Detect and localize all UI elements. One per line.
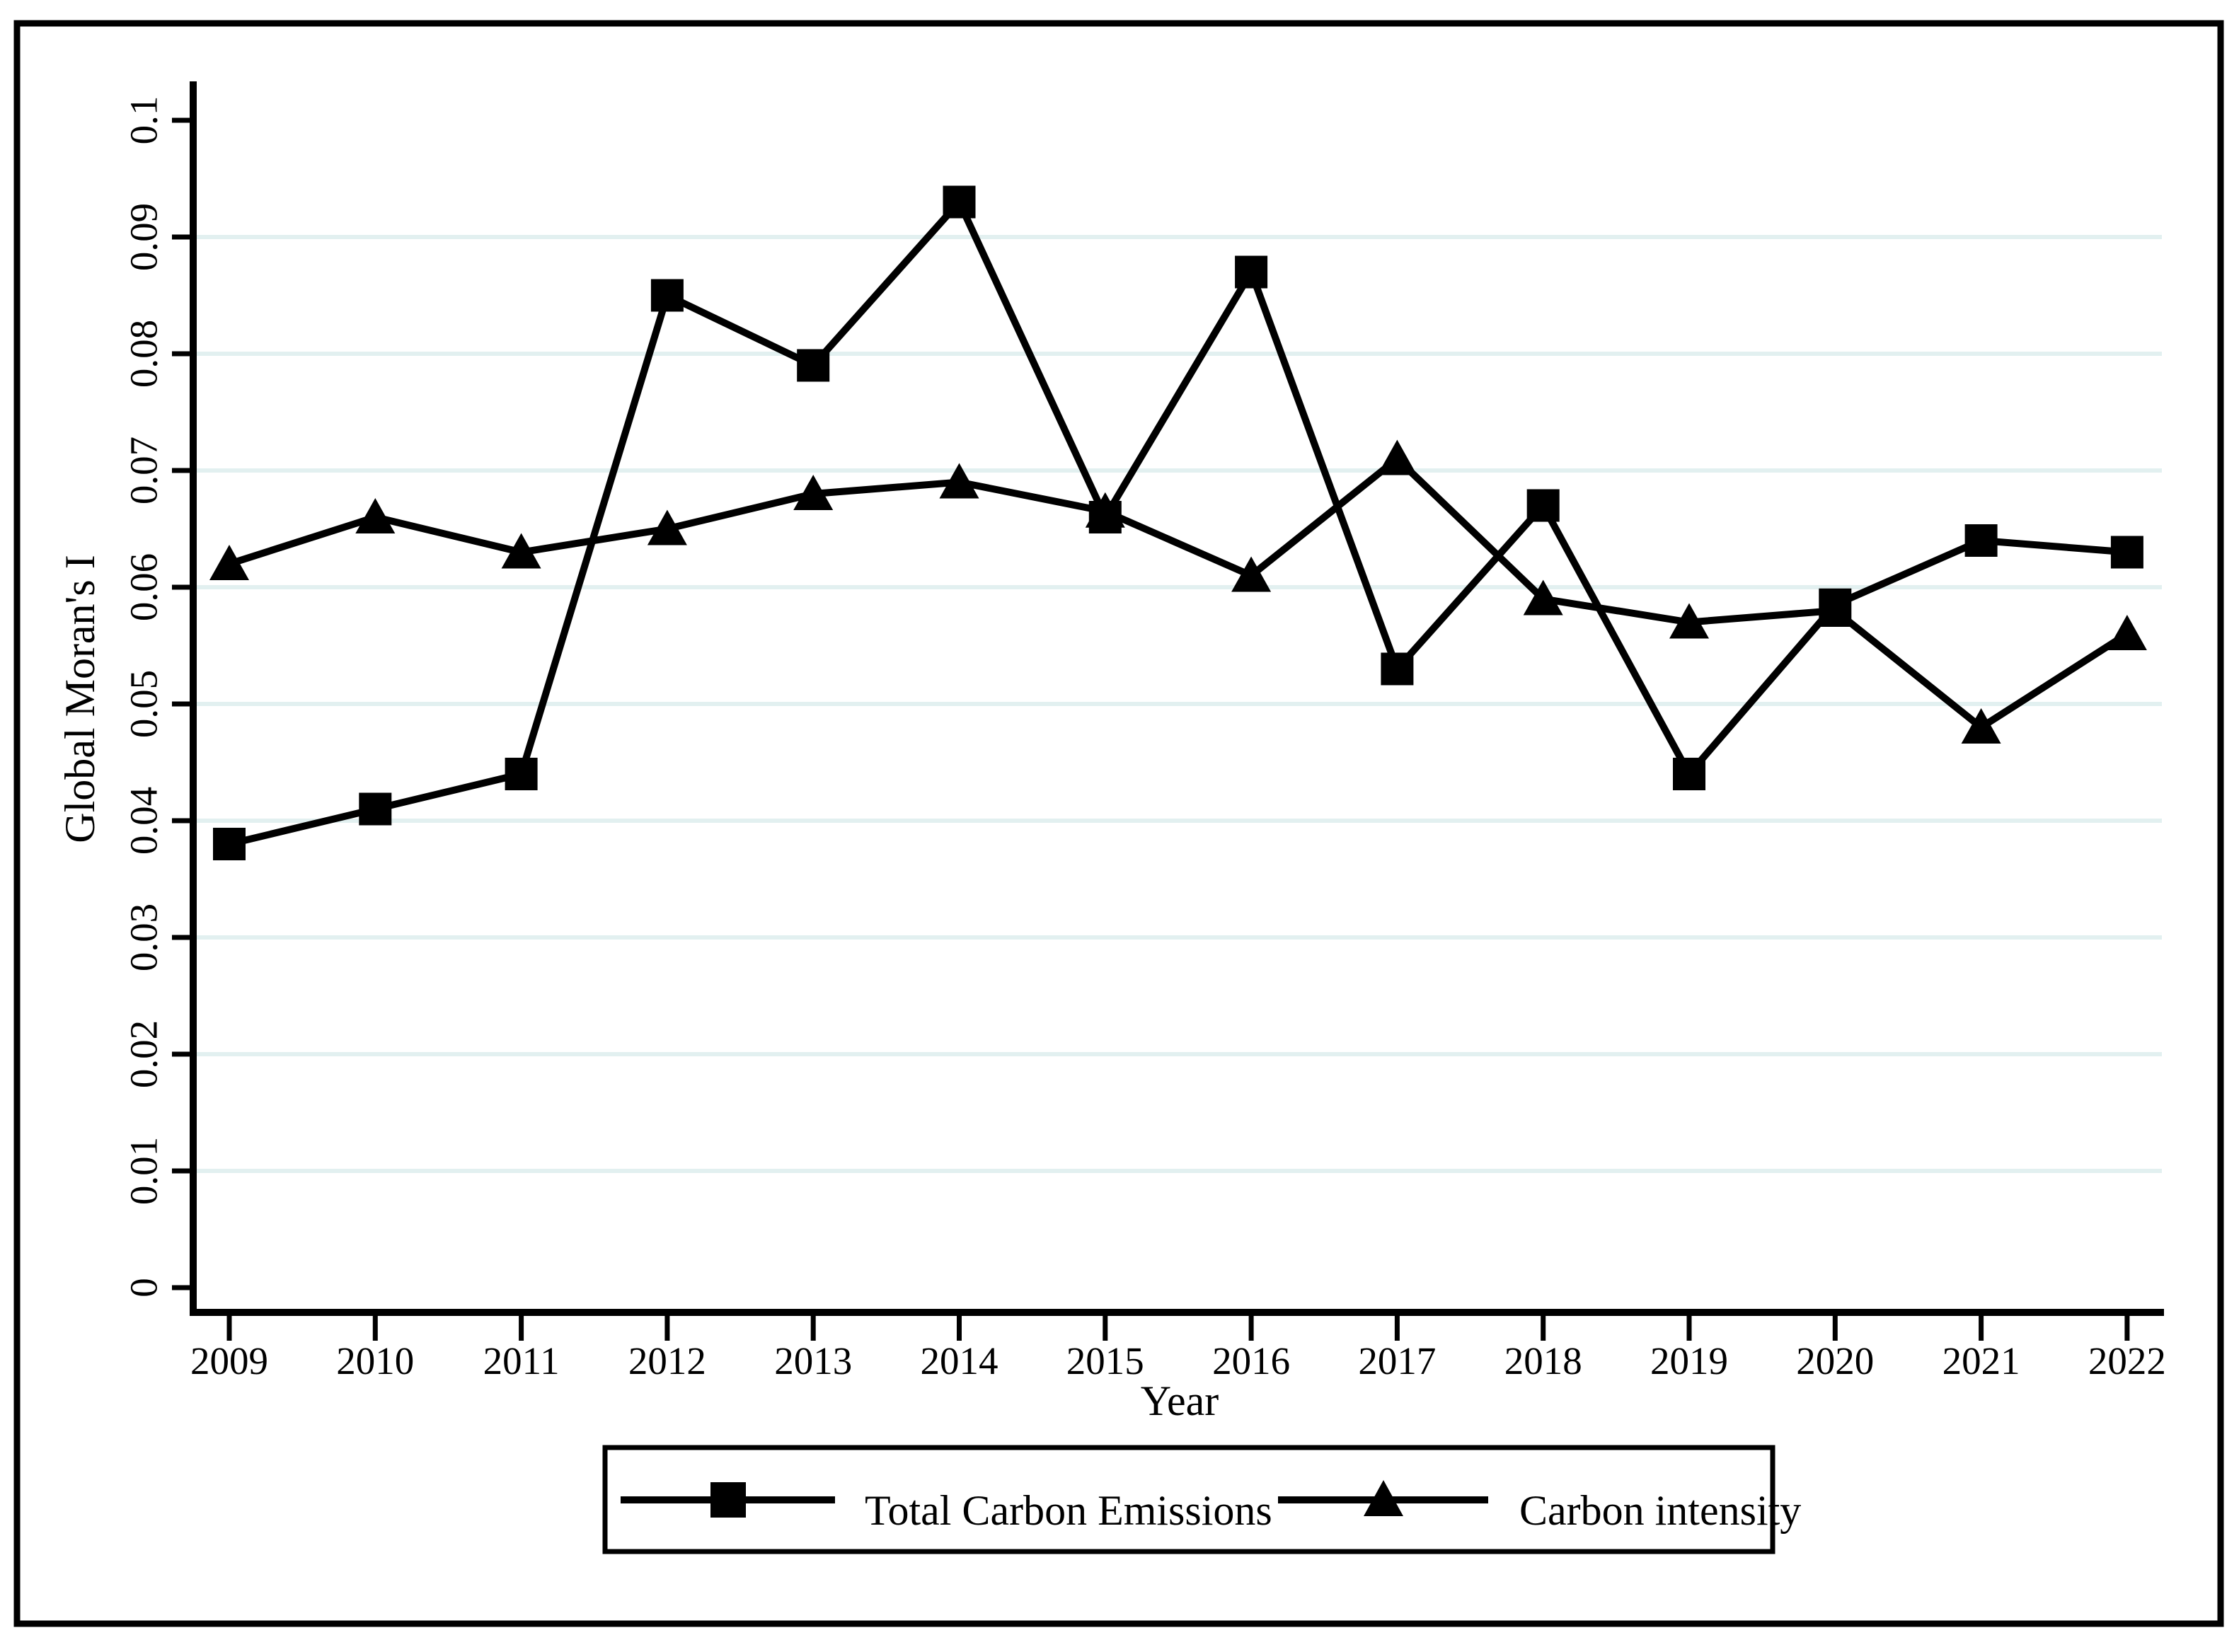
marker-triangle-2022 bbox=[2107, 615, 2147, 650]
marker-square-2011 bbox=[505, 758, 538, 790]
x-tick-label: 2010 bbox=[336, 1339, 414, 1382]
y-axis-title: Global Moran's I bbox=[57, 555, 103, 843]
x-tick-label: 2022 bbox=[2088, 1339, 2166, 1382]
x-tick-label: 2016 bbox=[1212, 1339, 1290, 1382]
legend-item-total-carbon-emissions: Total Carbon Emissions bbox=[621, 1482, 1272, 1534]
x-axis-ticks: 2009 2010 2011 2012 2013 2014 2015 2016 2017 2018… bbox=[190, 1312, 2166, 1382]
series-carbon-intensity bbox=[209, 439, 2147, 744]
y-tick-label: 0.07 bbox=[122, 437, 166, 504]
marker-triangle-2018 bbox=[1523, 579, 1563, 616]
x-axis-title: Year bbox=[1141, 1377, 1219, 1424]
x-tick-label: 2014 bbox=[921, 1339, 998, 1382]
marker-square-2010 bbox=[359, 792, 392, 826]
marker-square-2018 bbox=[1526, 489, 1560, 522]
x-tick-label: 2019 bbox=[1650, 1339, 1728, 1382]
y-tick-label: 0.05 bbox=[122, 670, 166, 738]
y-axis-ticks: 0 0.01 0.02 0.03 0.04 0.05 0.06 0.07 0.08 0.09 0.1 bbox=[122, 96, 193, 1298]
y-tick-label: 0.02 bbox=[122, 1020, 166, 1088]
marker-triangle-2013 bbox=[793, 475, 834, 510]
y-tick-label: 0.08 bbox=[122, 320, 166, 388]
marker-square-2016 bbox=[1235, 255, 1268, 289]
marker-square-2019 bbox=[1673, 758, 1705, 790]
x-tick-label: 2013 bbox=[774, 1339, 852, 1382]
gridlines bbox=[193, 235, 2162, 1173]
x-tick-label: 2018 bbox=[1504, 1339, 1582, 1382]
marker-square-2012 bbox=[650, 279, 684, 312]
x-tick-label: 2012 bbox=[628, 1339, 706, 1382]
axes bbox=[190, 81, 2164, 1316]
y-tick-label: 0.01 bbox=[122, 1137, 166, 1205]
marker-triangle-2009 bbox=[209, 545, 249, 580]
square-marker-icon bbox=[710, 1482, 746, 1518]
y-tick-label: 0.1 bbox=[122, 96, 166, 145]
marker-square-2021 bbox=[1964, 524, 1998, 557]
series-line-carbon-intensity bbox=[228, 454, 2129, 732]
legend: Total Carbon Emissions Carbon intensity bbox=[602, 1445, 1801, 1554]
triangle-marker-icon bbox=[1364, 1480, 1403, 1516]
marker-square-2017 bbox=[1381, 652, 1414, 686]
marker-square-2009 bbox=[213, 828, 246, 860]
series-line-total-carbon-emissions bbox=[228, 195, 2128, 848]
marker-triangle-2017 bbox=[1377, 439, 1417, 475]
data-series bbox=[209, 185, 2147, 860]
x-tick-label: 2015 bbox=[1066, 1339, 1144, 1382]
x-tick-label: 2017 bbox=[1358, 1339, 1436, 1382]
x-tick-label: 2021 bbox=[1942, 1339, 2020, 1382]
marker-triangle-2014 bbox=[939, 463, 979, 499]
marker-square-2022 bbox=[2110, 536, 2143, 569]
marker-square-2020 bbox=[1819, 588, 1852, 621]
marker-triangle-2010 bbox=[355, 498, 396, 533]
legend-label: Total Carbon Emissions bbox=[865, 1487, 1272, 1534]
series-total-carbon-emissions bbox=[213, 185, 2143, 860]
marker-triangle-2011 bbox=[501, 533, 541, 569]
y-tick-label: 0.06 bbox=[122, 553, 166, 621]
figure-border bbox=[13, 20, 2224, 1627]
x-tick-label: 2020 bbox=[1796, 1339, 1874, 1382]
x-tick-label: 2011 bbox=[483, 1339, 560, 1382]
marker-triangle-2019 bbox=[1669, 603, 1709, 639]
marker-triangle-2012 bbox=[647, 509, 687, 545]
y-tick-label: 0 bbox=[122, 1278, 166, 1298]
y-tick-label: 0.09 bbox=[122, 203, 166, 271]
marker-square-2015 bbox=[1088, 501, 1122, 533]
legend-label: Carbon intensity bbox=[1519, 1487, 1801, 1534]
marker-square-2014 bbox=[943, 185, 976, 219]
x-tick-label: 2009 bbox=[190, 1339, 268, 1382]
marker-triangle-2021 bbox=[1961, 708, 2001, 744]
marker-triangle-2016 bbox=[1231, 556, 1272, 592]
legend-item-carbon-intensity: Carbon intensity bbox=[1278, 1480, 1801, 1534]
y-tick-label: 0.03 bbox=[122, 903, 166, 971]
marker-square-2013 bbox=[797, 349, 830, 382]
y-tick-label: 0.04 bbox=[122, 787, 166, 855]
